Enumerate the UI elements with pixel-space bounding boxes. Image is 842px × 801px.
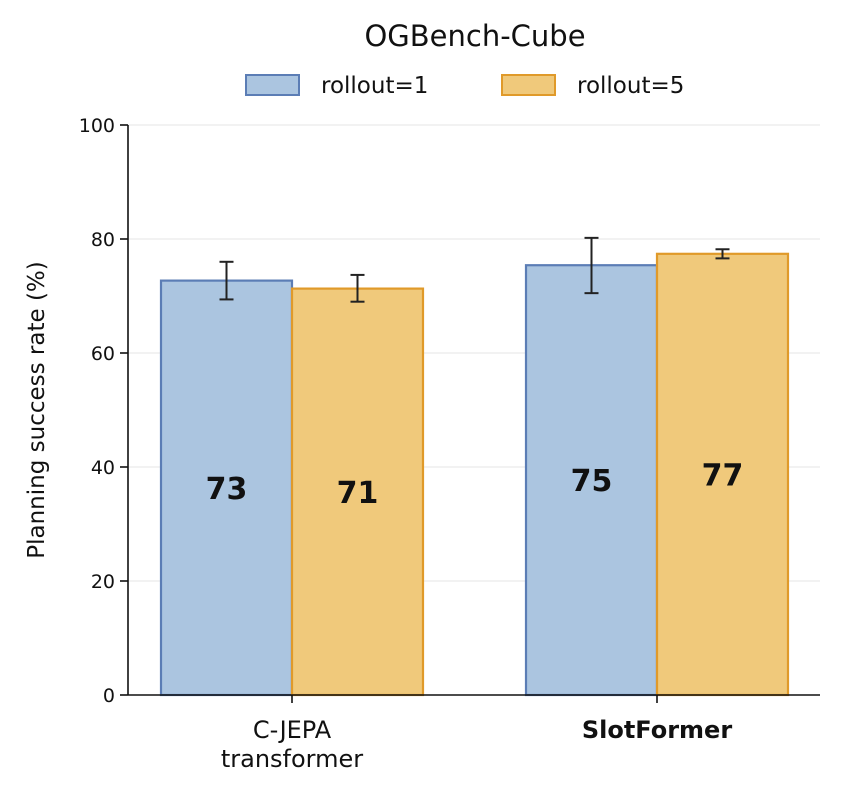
y-tick-label: 20 xyxy=(91,571,115,593)
bar-value-label: 71 xyxy=(337,476,379,511)
bar xyxy=(655,252,790,697)
legend-swatch xyxy=(245,74,300,96)
bar-value-label: 73 xyxy=(206,472,248,507)
bar xyxy=(290,287,425,697)
legend-label: rollout=5 xyxy=(577,73,684,99)
y-tick-label: 100 xyxy=(79,115,115,137)
x-tick-label: C-JEPA xyxy=(253,716,332,744)
bar xyxy=(159,279,294,697)
bar-value-label: 75 xyxy=(571,464,613,499)
y-tick-label: 80 xyxy=(91,229,115,251)
y-tick-label: 40 xyxy=(91,457,115,479)
bars: 73 75 71 77 xyxy=(159,236,790,697)
bar xyxy=(524,264,659,697)
y-tick-label: 0 xyxy=(103,685,115,707)
legend: rollout=1 rollout=5 xyxy=(245,73,684,99)
chart-title: OGBench-Cube xyxy=(364,19,585,53)
x-tick-label: SlotFormer xyxy=(582,716,733,744)
y-axis-label: Planning success rate (%) xyxy=(24,261,50,559)
legend-swatch xyxy=(501,74,556,96)
x-tick-label: transformer xyxy=(221,745,363,773)
bar-value-label: 77 xyxy=(702,458,744,493)
legend-label: rollout=1 xyxy=(321,73,428,99)
y-tick-label: 60 xyxy=(91,343,115,365)
